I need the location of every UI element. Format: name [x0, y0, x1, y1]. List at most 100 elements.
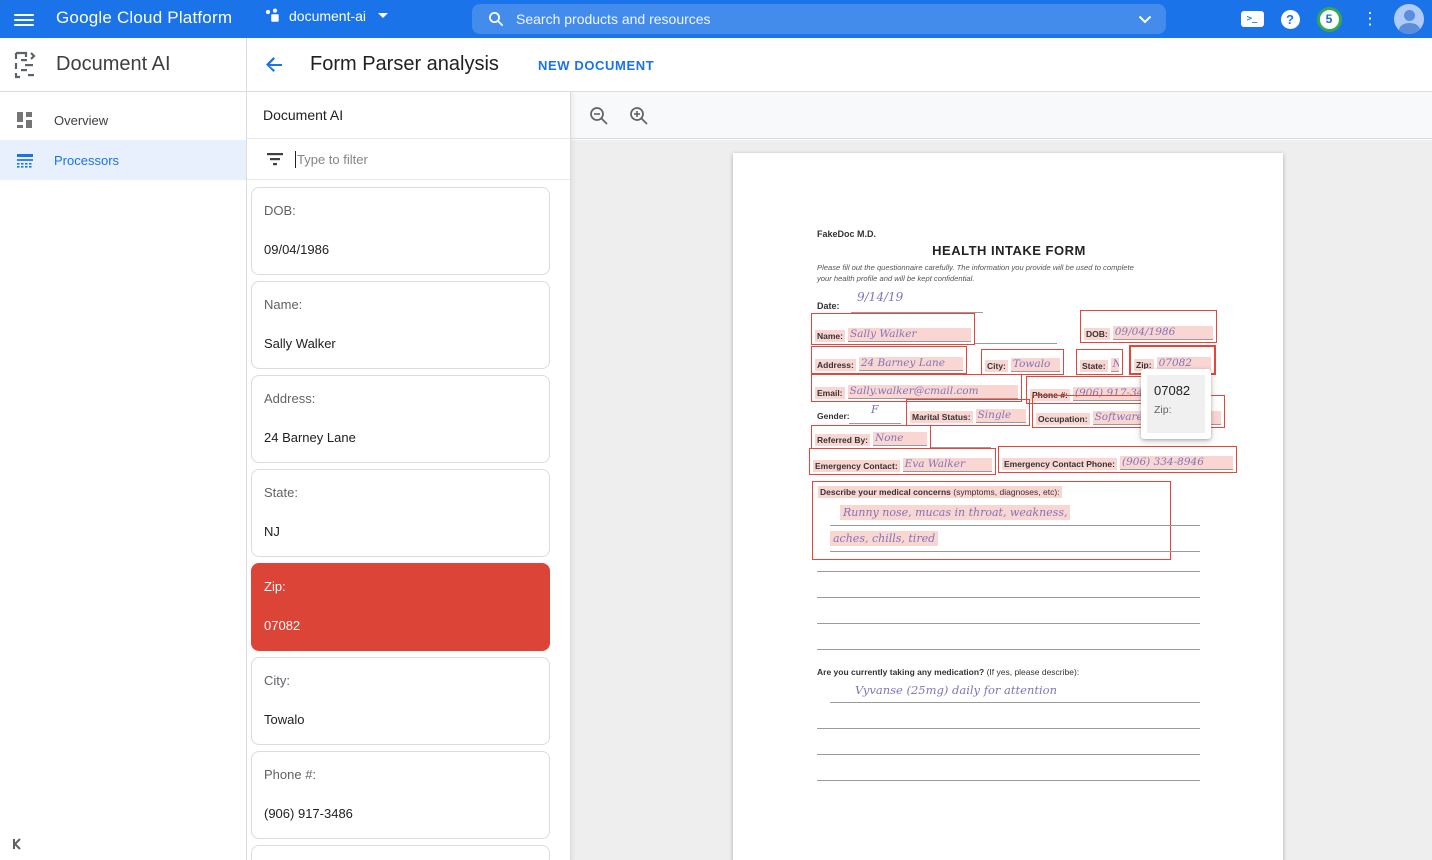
- form-field-label: Emergency Contact Phone:: [1002, 458, 1117, 470]
- sidebar-item-label: Processors: [54, 152, 120, 168]
- collapse-sidebar-button[interactable]: [8, 834, 28, 854]
- entity-value: 24 Barney Lane: [264, 430, 356, 445]
- entity-box-email[interactable]: Email: Sally.walker@cmail.com: [811, 374, 1022, 402]
- form-clinic-name: FakeDoc M.D.: [817, 229, 877, 239]
- entity-card-zip-selected[interactable]: Zip: 07082: [251, 563, 550, 651]
- form-field-handwriting: NJ: [1110, 358, 1119, 372]
- sidebar-item-processors[interactable]: Processors: [0, 140, 246, 180]
- entity-label: Address:: [264, 391, 316, 406]
- entity-value: NJ: [264, 524, 280, 539]
- account-button[interactable]: [1392, 0, 1426, 38]
- overview-icon: [17, 112, 32, 128]
- form-line: [849, 423, 901, 424]
- form-field-label: State:: [1080, 360, 1108, 372]
- form-line: [830, 525, 1200, 526]
- entity-value: (906) 917-3486: [264, 806, 353, 821]
- entity-box-dob[interactable]: DOB: 09/04/1986: [1080, 310, 1217, 343]
- entity-box-emergency-phone[interactable]: Emergency Contact Phone: (906) 334-8946: [998, 446, 1237, 473]
- form-field-label: Name:: [815, 330, 845, 342]
- avatar: [1394, 4, 1424, 34]
- overflow-menu-button[interactable]: ⋮: [1358, 0, 1382, 38]
- entity-value: 09/04/1986: [264, 242, 330, 257]
- entity-box-name[interactable]: Name: Sally Walker: [811, 313, 975, 345]
- entity-box-state[interactable]: State: NJ: [1076, 349, 1123, 375]
- entity-tooltip: 07082 Zip:: [1141, 369, 1211, 439]
- entity-box-zip-selected[interactable]: Zip: 07082: [1129, 345, 1216, 375]
- form-field-label: Email:: [815, 387, 845, 399]
- form-line: [817, 780, 1200, 781]
- entity-box-referred-by[interactable]: Referred By: None: [811, 425, 931, 449]
- text-cursor: [295, 151, 296, 168]
- entity-card-city[interactable]: City: Towalo: [251, 657, 550, 745]
- entity-card-address[interactable]: Address: 24 Barney Lane: [251, 375, 550, 463]
- form-field-handwriting: Towalo: [1010, 358, 1060, 372]
- concerns-question: Describe your medical concerns (symptoms…: [818, 486, 1062, 498]
- document-canvas[interactable]: FakeDoc M.D. HEALTH INTAKE FORM Please f…: [571, 140, 1432, 860]
- gender-label: Gender:: [817, 411, 850, 421]
- filter-input[interactable]: [297, 151, 570, 167]
- zoom-in-button[interactable]: [629, 106, 649, 126]
- form-line: [931, 447, 991, 448]
- entity-card-phone[interactable]: Phone #: (906) 917-3486: [251, 751, 550, 839]
- hamburger-menu-icon[interactable]: [12, 8, 36, 30]
- entity-value: Towalo: [264, 712, 305, 727]
- project-icon: [265, 8, 279, 22]
- cloud-shell-icon: >_: [1240, 11, 1264, 27]
- entity-panel: Document AI DOB: 09/04/1986 Name: Sally …: [246, 92, 571, 860]
- concerns-handwriting-line2: aches, chills, tired: [830, 531, 939, 546]
- form-field-handwriting: 07082: [1156, 357, 1211, 371]
- form-field-handwriting: Sally Walker: [847, 328, 971, 342]
- gender-handwriting: F: [871, 403, 879, 416]
- form-field-label: Marital Status:: [910, 411, 973, 423]
- back-button[interactable]: [262, 53, 286, 77]
- entity-card-dob[interactable]: DOB: 09/04/1986: [251, 187, 550, 275]
- form-line: [817, 728, 1200, 729]
- search-input[interactable]: [516, 11, 1138, 27]
- three-dot-icon: ⋮: [1361, 9, 1379, 28]
- medication-question-bold: Are you currently taking any medication?: [817, 667, 985, 677]
- form-line: [817, 597, 1200, 598]
- form-field-label: City:: [985, 360, 1008, 372]
- form-line: [975, 343, 1057, 344]
- search-chevron-down-icon[interactable]: [1138, 15, 1152, 24]
- entity-box-medical-concerns[interactable]: [812, 481, 1171, 560]
- help-button[interactable]: ?: [1277, 0, 1303, 38]
- entity-box-address[interactable]: Address: 24 Barney Lane: [811, 346, 967, 374]
- form-field-label: Referred By:: [815, 434, 871, 446]
- entity-box-emergency-contact[interactable]: Emergency Contact: Eva Walker: [809, 448, 996, 475]
- date-handwriting: 9/14/19: [857, 290, 904, 304]
- form-line: [830, 551, 1200, 552]
- sidebar-item-overview[interactable]: Overview: [0, 100, 246, 140]
- processors-icon: [17, 154, 33, 168]
- form-field-label: Address:: [815, 359, 856, 371]
- medication-handwriting: Vyvanse (25mg) daily for attention: [855, 683, 1057, 697]
- entity-box-city[interactable]: City: Towalo: [981, 349, 1064, 375]
- form-field-label: Emergency Contact:: [813, 460, 900, 472]
- entity-card-partial[interactable]: [251, 845, 550, 860]
- filter-row: [247, 139, 570, 180]
- form-intro-line2: your health profile and will be kept con…: [817, 274, 975, 283]
- zoom-out-button[interactable]: [589, 106, 609, 126]
- form-field-handwriting: (906) 334-8946: [1120, 456, 1233, 470]
- sidebar: Overview Processors: [0, 92, 246, 860]
- form-field-handwriting: Single: [975, 409, 1026, 423]
- search-bar[interactable]: [472, 4, 1166, 34]
- concerns-handwriting-line1: Runny nose, mucas in throat, weakness,: [840, 505, 1071, 520]
- project-switcher[interactable]: document-ai: [264, 7, 389, 24]
- entity-label: City:: [264, 673, 290, 688]
- form-line: [830, 702, 1200, 703]
- entity-box-marital-status[interactable]: Marital Status: Single: [906, 399, 1030, 426]
- product-header-left: Document AI: [0, 38, 247, 91]
- form-field-handwriting: 09/04/1986: [1112, 326, 1213, 340]
- entity-card-state[interactable]: State: NJ: [251, 469, 550, 557]
- new-document-button[interactable]: NEW DOCUMENT: [538, 58, 655, 73]
- form-field-handwriting: 24 Barney Lane: [858, 357, 963, 371]
- notifications-button[interactable]: 5: [1313, 0, 1345, 38]
- viewer-toolbar: [571, 92, 1432, 139]
- cloud-shell-button[interactable]: >_: [1237, 0, 1267, 38]
- form-field-handwriting: None: [873, 432, 927, 446]
- entity-card-name[interactable]: Name: Sally Walker: [251, 281, 550, 369]
- gcp-logo[interactable]: Google Cloud Platform: [56, 8, 233, 27]
- form-line: [817, 571, 1200, 572]
- product-header: Document AI Form Parser analysis NEW DOC…: [0, 38, 1432, 92]
